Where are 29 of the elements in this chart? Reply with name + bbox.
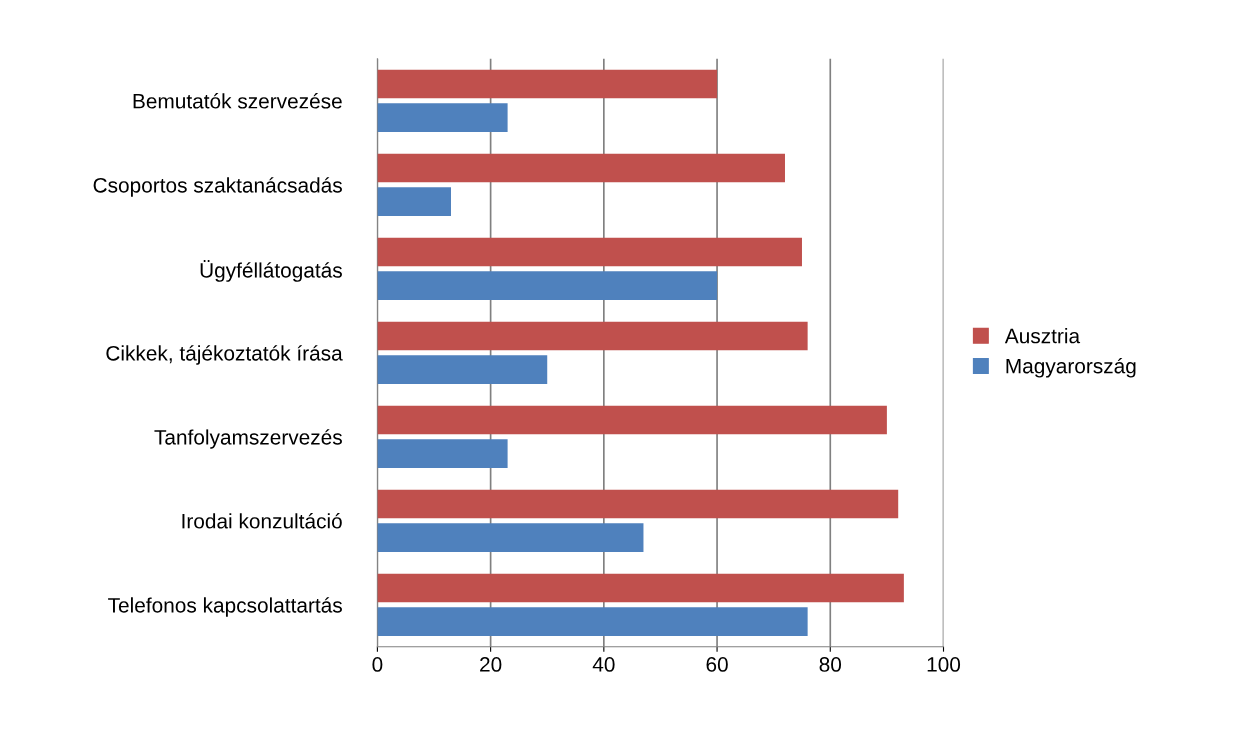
y-tick-label: Telefonos kapcsolattartás: [108, 597, 342, 617]
bar: [377, 103, 508, 132]
bar: [377, 187, 451, 216]
bar: [377, 489, 899, 519]
bar: [377, 439, 508, 468]
y-tick-label: Csoportos szaktanácsadás: [93, 177, 342, 197]
x-tick-label: 100: [927, 657, 961, 672]
bar: [377, 237, 802, 267]
y-tick-label: Cikkek, tájékoztatók írása: [106, 345, 343, 365]
bar: [377, 69, 718, 99]
bar: [377, 607, 808, 636]
x-tick-label: 0: [372, 657, 383, 672]
bar: [377, 355, 548, 384]
x-tick-label: 20: [480, 657, 502, 672]
legend-label: Magyarország: [1006, 357, 1136, 378]
bar: [377, 321, 808, 351]
y-tick-label: Tanfolyamszervezés: [154, 429, 342, 449]
bar: [377, 523, 644, 552]
x-tick-label: 40: [592, 657, 615, 672]
legend-label: Ausztria: [1004, 328, 1081, 344]
bar: [377, 573, 904, 603]
bar: [377, 271, 718, 300]
y-tick-label: Irodai konzultáció: [182, 513, 342, 529]
bar: [377, 405, 887, 435]
bar: [377, 153, 785, 183]
x-tick-label: 80: [819, 657, 842, 672]
x-tick-label: 60: [706, 657, 728, 672]
y-tick-label: Ügyféllátogatás: [200, 260, 342, 282]
y-tick-label: Bemutatók szervezése: [133, 93, 342, 109]
